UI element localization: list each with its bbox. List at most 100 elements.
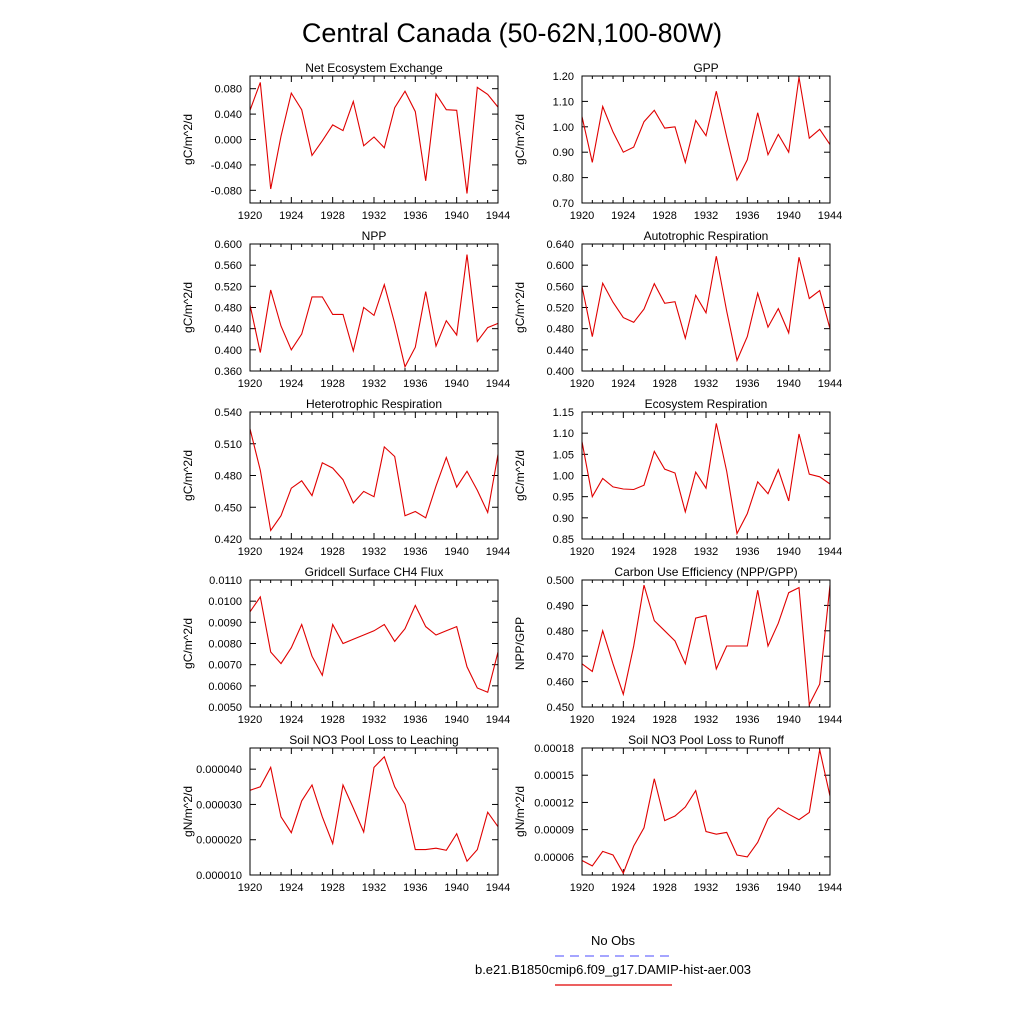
- x-tick-label: 1932: [694, 546, 718, 558]
- x-tick-label: 1932: [362, 210, 386, 222]
- y-tick-label: 0.90: [553, 513, 574, 525]
- y-axis-label: gC/m^2/d: [181, 114, 195, 165]
- y-tick-label: 0.450: [214, 502, 242, 514]
- y-tick-label: 0.560: [214, 260, 242, 272]
- y-tick-label: 0.450: [546, 702, 574, 714]
- y-tick-label: 0.470: [546, 651, 574, 663]
- series-line: [581, 77, 831, 182]
- x-tick-label: 1936: [403, 714, 427, 726]
- x-tick-label: 1928: [320, 378, 344, 390]
- plot-frame: [581, 75, 831, 204]
- y-tick-label: 0.000010: [196, 870, 242, 882]
- y-tick-label: 0.360: [214, 366, 242, 378]
- x-tick-label: 1936: [403, 546, 427, 558]
- y-tick-label: 1.10: [553, 96, 574, 108]
- x-tick-label: 1932: [362, 546, 386, 558]
- x-tick-label: 1932: [362, 714, 386, 726]
- legend-label-model-run: b.e21.B1850cmip6.f09_g17.DAMIP-hist-aer.…: [475, 962, 751, 977]
- plot-frame: [249, 411, 499, 540]
- x-tick-label: 1932: [362, 882, 386, 894]
- panel-title: Autotrophic Respiration: [644, 229, 769, 243]
- x-tick-label: 1944: [486, 546, 510, 558]
- y-tick-label: 0.500: [546, 575, 574, 587]
- chart-panels: Net Ecosystem Exchange gC/m^2/d 1920 1924 19…: [181, 61, 842, 894]
- x-tick-label: 1940: [776, 378, 800, 390]
- x-tick-label: 1920: [570, 210, 594, 222]
- chart-ecosystem-respiration: Ecosystem Respiration gC/m^2/d 1920 1924 192…: [513, 397, 842, 558]
- x-tick-label: 1940: [444, 882, 468, 894]
- y-tick-label: 0.80: [553, 173, 574, 185]
- y-tick-label: 0.000040: [196, 764, 242, 776]
- chart-gridcell-surface-ch4-flux: Gridcell Surface CH4 Flux gC/m^2/d 1920 192…: [181, 565, 510, 726]
- x-tick-label: 1944: [818, 378, 842, 390]
- y-tick-label: 0.000: [214, 135, 242, 147]
- series-line: [581, 749, 831, 875]
- panel-title: Gridcell Surface CH4 Flux: [305, 565, 444, 579]
- y-axis-label: gC/m^2/d: [513, 114, 527, 165]
- x-tick-label: 1944: [486, 882, 510, 894]
- figure-title: Central Canada (50-62N,100-80W): [302, 18, 722, 48]
- x-tick-label: 1944: [486, 210, 510, 222]
- y-tick-label: 0.510: [214, 439, 242, 451]
- x-tick-label: 1936: [735, 378, 759, 390]
- plot-frame: [581, 243, 831, 372]
- y-tick-label: 0.90: [553, 147, 574, 159]
- x-tick-label: 1932: [694, 378, 718, 390]
- x-tick-label: 1932: [694, 882, 718, 894]
- y-axis-label: gC/m^2/d: [513, 282, 527, 333]
- y-tick-label: 0.560: [546, 281, 574, 293]
- panel-title: GPP: [693, 61, 718, 75]
- y-tick-label: 0.540: [214, 407, 242, 419]
- y-tick-label: -0.080: [211, 185, 242, 197]
- y-tick-label: 1.05: [553, 449, 574, 461]
- series-line: [581, 256, 831, 363]
- y-tick-label: 1.10: [553, 428, 574, 440]
- y-tick-label: 0.0080: [208, 639, 242, 651]
- y-tick-label: 0.420: [214, 534, 242, 546]
- y-tick-label: 0.400: [214, 345, 242, 357]
- chart-npp: NPP gC/m^2/d 1920 1924 1928 1932 1936 1940 1944 0…: [181, 229, 510, 390]
- chart-net-ecosystem-exchange: Net Ecosystem Exchange gC/m^2/d 1920 1924 19…: [181, 61, 510, 222]
- y-tick-label: -0.040: [211, 160, 242, 172]
- x-tick-label: 1936: [403, 882, 427, 894]
- x-tick-label: 1940: [776, 210, 800, 222]
- chart-heterotrophic-respiration: Heterotrophic Respiration gC/m^2/d 1920 192…: [181, 397, 510, 558]
- y-tick-label: 0.00009: [534, 825, 574, 837]
- y-tick-label: 0.490: [546, 600, 574, 612]
- x-tick-label: 1924: [279, 210, 303, 222]
- y-tick-label: 0.440: [214, 324, 242, 336]
- plot-frame: [249, 747, 499, 876]
- x-tick-label: 1920: [570, 882, 594, 894]
- panel-title: Ecosystem Respiration: [645, 397, 768, 411]
- panel-title: Soil NO3 Pool Loss to Leaching: [289, 733, 458, 747]
- x-tick-label: 1928: [652, 210, 676, 222]
- y-tick-label: 0.0070: [208, 660, 242, 672]
- y-axis-label: gN/m^2/d: [513, 786, 527, 837]
- y-axis-label: gN/m^2/d: [181, 786, 195, 837]
- y-tick-label: 0.480: [214, 471, 242, 483]
- plot-frame: [581, 579, 831, 708]
- panel-title: Soil NO3 Pool Loss to Runoff: [628, 733, 785, 747]
- x-tick-label: 1924: [279, 882, 303, 894]
- x-tick-label: 1932: [694, 714, 718, 726]
- y-tick-label: 1.15: [553, 407, 574, 419]
- x-tick-label: 1936: [735, 210, 759, 222]
- y-tick-label: 1.20: [553, 71, 574, 83]
- panel-title: NPP: [362, 229, 387, 243]
- chart-gpp: GPP gC/m^2/d 1920 1924 1928 1932 1936 1940 1944 0…: [513, 61, 842, 222]
- y-tick-label: 0.70: [553, 198, 574, 210]
- x-tick-label: 1940: [776, 882, 800, 894]
- x-tick-label: 1936: [403, 210, 427, 222]
- x-tick-label: 1928: [652, 882, 676, 894]
- x-tick-label: 1936: [735, 882, 759, 894]
- panel-title: Heterotrophic Respiration: [306, 397, 442, 411]
- y-tick-label: 0.640: [546, 239, 574, 251]
- x-tick-label: 1936: [735, 714, 759, 726]
- y-tick-label: 1.00: [553, 471, 574, 483]
- x-tick-label: 1936: [735, 546, 759, 558]
- x-tick-label: 1920: [238, 210, 262, 222]
- series-line: [249, 82, 499, 194]
- x-tick-label: 1924: [279, 714, 303, 726]
- y-tick-label: 0.600: [214, 239, 242, 251]
